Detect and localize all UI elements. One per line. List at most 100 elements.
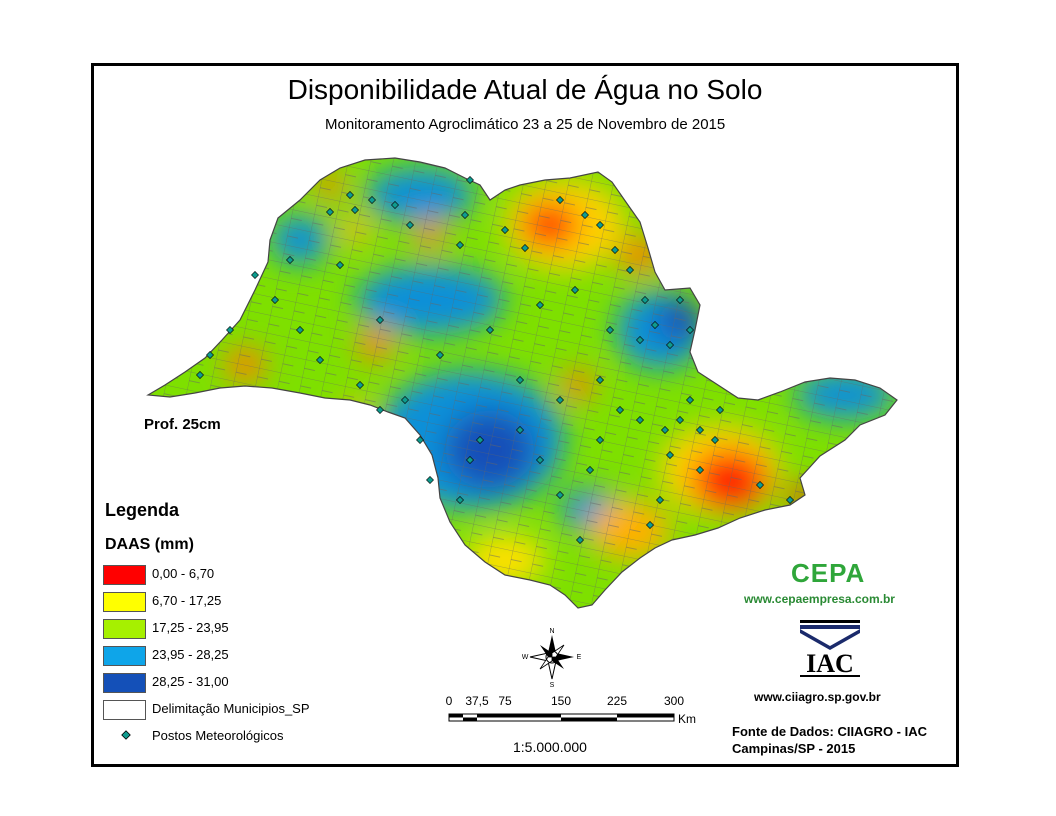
station-marker: [786, 496, 794, 504]
station-marker: [501, 226, 509, 234]
legend-swatch: [103, 565, 146, 585]
legend-swatch: [103, 646, 146, 666]
station-marker: [326, 208, 334, 216]
station-marker: [686, 396, 694, 404]
scale-bar: [448, 713, 675, 722]
scale-tick: 37,5: [465, 694, 489, 708]
svg-text:E: E: [577, 654, 582, 661]
station-marker: [646, 521, 654, 529]
station-marker: [196, 371, 204, 379]
station-marker: [636, 416, 644, 424]
iac-logo: IAC: [800, 620, 860, 680]
station-marker: [611, 246, 619, 254]
station-marker: [676, 416, 684, 424]
station-icon: [121, 730, 131, 740]
svg-text:N: N: [549, 628, 554, 635]
station-marker: [466, 176, 474, 184]
station-marker: [666, 451, 674, 459]
station-marker: [571, 286, 579, 294]
station-marker: [391, 201, 399, 209]
station-marker: [636, 336, 644, 344]
station-marker: [251, 271, 259, 279]
scale-tick: 300: [663, 694, 685, 708]
legend-label: 17,25 - 23,95: [152, 620, 229, 635]
station-marker: [336, 261, 344, 269]
compass-rose-icon: N S W E: [522, 627, 582, 689]
station-marker: [416, 436, 424, 444]
scale-ratio: 1:5.000.000: [513, 739, 587, 755]
station-marker: [651, 321, 659, 329]
legend-label: 6,70 - 17,25: [152, 593, 222, 608]
station-marker: [426, 476, 434, 484]
legend-label: Postos Meteorológicos: [152, 728, 284, 743]
station-marker: [486, 326, 494, 334]
station-marker: [406, 221, 414, 229]
iac-url: www.ciiagro.sp.gov.br: [754, 690, 881, 704]
svg-text:W: W: [522, 654, 529, 661]
map-frame: [91, 63, 959, 767]
station-marker: [466, 456, 474, 464]
station-marker: [226, 326, 234, 334]
legend-swatch-boundary: [103, 700, 146, 720]
station-marker: [351, 206, 359, 214]
station-marker: [626, 266, 634, 274]
station-marker: [686, 326, 694, 334]
station-marker: [556, 196, 564, 204]
station-marker: [596, 221, 604, 229]
station-marker: [596, 436, 604, 444]
legend-swatch: [103, 673, 146, 693]
station-marker: [316, 356, 324, 364]
station-marker: [536, 301, 544, 309]
station-marker: [456, 241, 464, 249]
station-marker: [661, 426, 669, 434]
svg-text:S: S: [550, 682, 555, 687]
station-marker: [696, 466, 704, 474]
station-marker: [516, 376, 524, 384]
station-marker: [356, 381, 364, 389]
station-marker: [296, 326, 304, 334]
station-marker: [346, 191, 354, 199]
station-marker: [556, 491, 564, 499]
state-outline: [146, 157, 898, 609]
station-marker: [376, 406, 384, 414]
station-marker: [616, 406, 624, 414]
station-marker: [206, 351, 214, 359]
station-marker: [376, 316, 384, 324]
cepa-url: www.cepaempresa.com.br: [744, 592, 895, 606]
station-marker: [596, 376, 604, 384]
legend-label: 28,25 - 31,00: [152, 674, 229, 689]
legend-label: 0,00 - 6,70: [152, 566, 215, 581]
map-subtitle: Monitoramento Agroclimático 23 a 25 de N…: [325, 116, 726, 133]
station-marker: [581, 211, 589, 219]
station-marker: [368, 196, 376, 204]
station-marker: [401, 396, 409, 404]
station-marker: [556, 396, 564, 404]
station-marker: [456, 496, 464, 504]
cepa-logo: CEPA: [791, 558, 866, 588]
station-marker: [756, 481, 764, 489]
depth-label: Prof. 25cm: [144, 416, 221, 433]
scale-tick: 225: [606, 694, 628, 708]
data-source: Fonte de Dados: CIIAGRO - IAC: [732, 724, 927, 739]
station-marker: [286, 256, 294, 264]
station-marker: [696, 426, 704, 434]
station-marker: [656, 496, 664, 504]
station-marker: [521, 244, 529, 252]
station-marker: [666, 341, 674, 349]
station-marker: [641, 296, 649, 304]
data-source-location: Campinas/SP - 2015: [732, 741, 856, 756]
station-marker: [461, 211, 469, 219]
scale-unit: Km: [678, 712, 696, 726]
legend-swatch: [103, 592, 146, 612]
legend-label: Delimitação Municipios_SP: [152, 701, 310, 716]
legend-label: 23,95 - 28,25: [152, 647, 229, 662]
station-marker: [576, 536, 584, 544]
station-marker: [536, 456, 544, 464]
station-marker: [711, 436, 719, 444]
station-marker: [586, 466, 594, 474]
map-title: Disponibilidade Atual de Água no Solo: [287, 74, 763, 105]
station-marker: [606, 326, 614, 334]
svg-text:IAC: IAC: [806, 649, 854, 678]
legend-swatch: [103, 619, 146, 639]
